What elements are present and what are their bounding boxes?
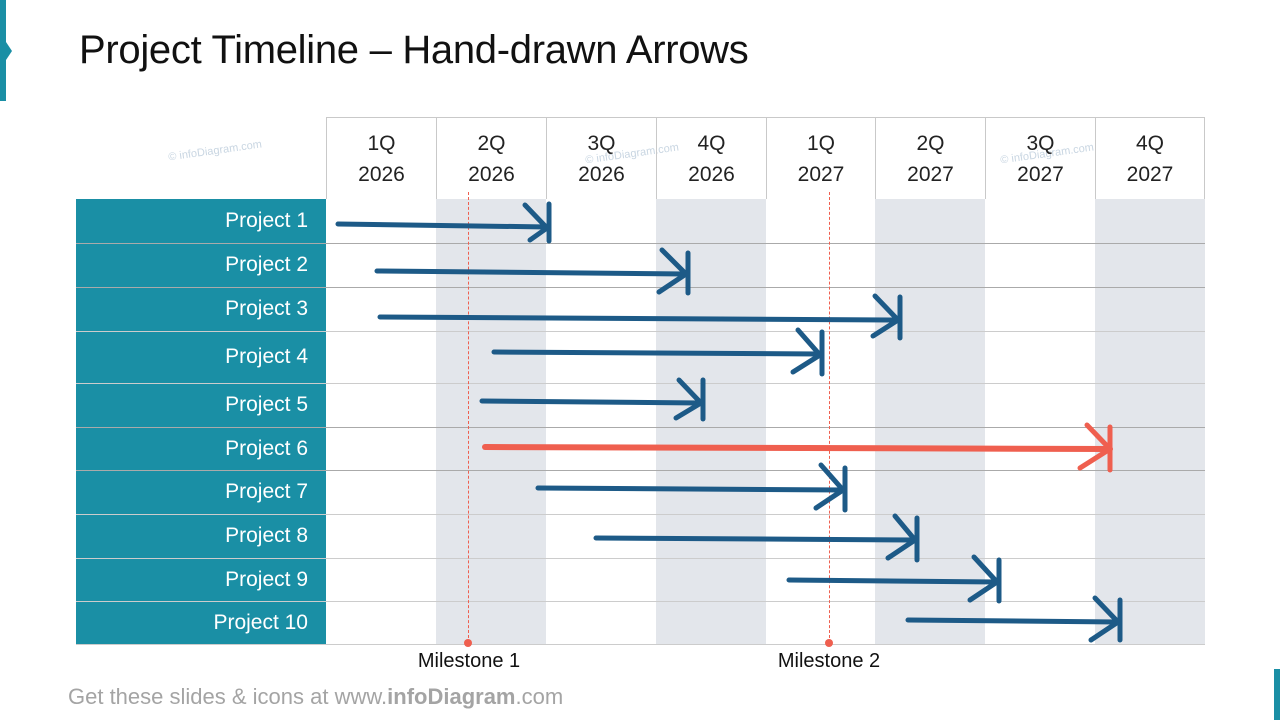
year-label: 2027: [797, 162, 845, 186]
row-divider: [76, 243, 1205, 244]
quarter-label: 2Q: [477, 131, 506, 155]
column-shade: [1095, 199, 1205, 644]
row-label: Project 9: [76, 558, 326, 601]
arrow-project-4: [491, 327, 825, 377]
column-header: 4Q 2026: [656, 117, 766, 199]
arrow-project-1: [335, 201, 552, 244]
footer-prefix: Get these slides & icons at www.: [68, 684, 388, 709]
footer-brand: infoDiagram: [387, 684, 516, 709]
row-divider: [76, 514, 1205, 515]
quarter-label: 2Q: [916, 131, 945, 155]
milestone-1-line: [468, 192, 469, 643]
row-label: Project 4: [76, 331, 326, 383]
year-label: 2026: [578, 162, 625, 186]
milestone-1-marker: [464, 639, 472, 647]
column-header: 3Q 2026: [546, 117, 656, 199]
row-divider: [76, 644, 1205, 645]
year-label: 2027: [1126, 162, 1174, 186]
column-header: 1Q 2026: [326, 117, 436, 199]
quarter-label: 1Q: [806, 131, 835, 155]
year-label: 2026: [688, 162, 735, 186]
arrow-project-10: [905, 595, 1123, 643]
arrow-project-5: [479, 377, 706, 422]
milestone-2-label: Milestone 2: [777, 650, 881, 672]
year-label: 2026: [468, 162, 515, 186]
row-divider: [76, 601, 1205, 602]
arrow-project-9: [786, 554, 1002, 604]
year-label: 2026: [358, 162, 405, 186]
footer-credit: Get these slides & icons at www.infoDiag…: [68, 684, 563, 710]
row-divider: [76, 383, 1205, 384]
arrow-project-6: [482, 422, 1113, 473]
milestone-2-marker: [825, 639, 833, 647]
column-shade: [875, 199, 985, 644]
arrow-project-7: [535, 462, 848, 513]
row-divider: [76, 558, 1205, 559]
quarter-label: 4Q: [1135, 131, 1164, 155]
row-label: Project 8: [76, 514, 326, 558]
row-label: Project 7: [76, 470, 326, 514]
row-label: Project 2: [76, 243, 326, 287]
quarter-label: 3Q: [1026, 131, 1055, 155]
row-divider: [76, 331, 1205, 332]
row-label: Project 6: [76, 427, 326, 470]
quarter-label: 3Q: [587, 131, 616, 155]
row-label: Project 5: [76, 383, 326, 427]
column-header: 2Q 2026: [436, 117, 546, 199]
milestone-1-label: Milestone 1: [417, 650, 521, 672]
milestone-2-line: [829, 192, 830, 643]
row-label: Project 10: [76, 601, 326, 644]
row-divider: [76, 287, 1205, 288]
corner-accent: [1274, 669, 1280, 720]
footer-suffix: .com: [515, 684, 564, 709]
accent-notch: [6, 42, 12, 60]
quarter-label: 4Q: [697, 131, 726, 155]
arrow-project-8: [593, 513, 920, 563]
row-divider: [76, 427, 1205, 428]
row-label: Project 3: [76, 287, 326, 331]
column-header: 1Q 2027: [766, 117, 875, 199]
year-label: 2027: [907, 162, 954, 186]
column-header: 3Q 2027: [985, 117, 1095, 199]
slide-title: Project Timeline – Hand-drawn Arrows: [79, 28, 749, 72]
arrow-project-3: [377, 293, 903, 341]
quarter-label: 1Q: [367, 131, 396, 155]
column-header: 4Q 2027: [1095, 117, 1205, 199]
year-label: 2027: [1017, 162, 1064, 186]
arrow-project-2: [374, 247, 691, 296]
column-header: 2Q 2027: [875, 117, 985, 199]
accent-bar: [0, 0, 6, 101]
row-divider: [76, 470, 1205, 471]
row-label: Project 1: [76, 199, 326, 243]
